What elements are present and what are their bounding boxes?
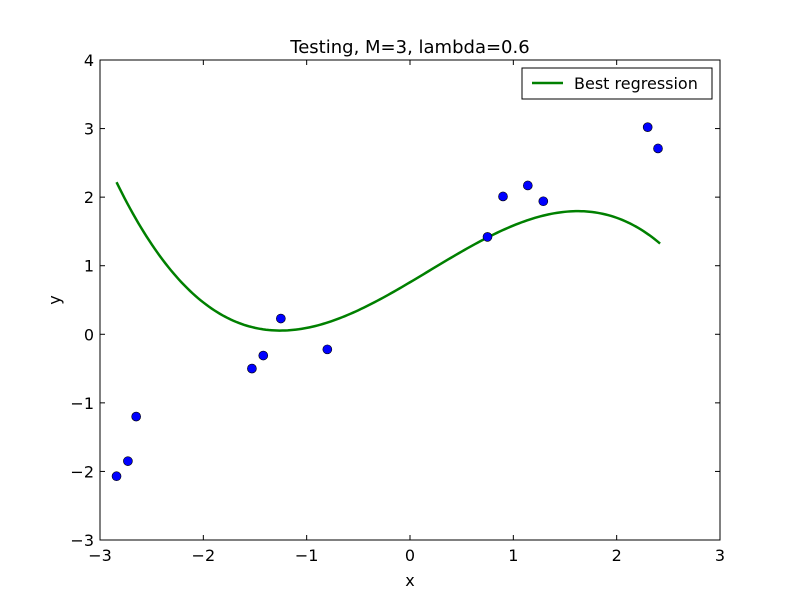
- regression-curve: [115, 181, 661, 332]
- data-point: [258, 350, 269, 361]
- y-tick-label: 4: [84, 51, 94, 70]
- plot-frame: [99, 59, 721, 541]
- chart-title: Testing, M=3, lambda=0.6: [289, 37, 529, 58]
- x-tick-label: 2: [612, 546, 622, 565]
- legend-label: Best regression: [574, 74, 698, 93]
- y-tick-label: 2: [84, 188, 94, 207]
- legend: Best regression: [521, 67, 713, 100]
- x-tick-label: −2: [192, 546, 216, 565]
- x-tick-label: −3: [88, 546, 112, 565]
- data-point: [482, 232, 493, 242]
- data-point: [276, 313, 286, 324]
- y-axis-label: y: [45, 295, 64, 304]
- data-point: [522, 180, 533, 191]
- data-point: [498, 191, 508, 202]
- data-point: [111, 471, 122, 482]
- x-tick-label: 0: [405, 546, 415, 565]
- data-point: [322, 344, 333, 355]
- y-tick-label: −1: [70, 394, 94, 413]
- x-tick-label: 3: [715, 546, 725, 565]
- data-points-layer: [111, 122, 663, 482]
- y-tick-label: 0: [84, 325, 94, 344]
- regression-layer: [115, 181, 661, 332]
- x-tick-label: −1: [295, 546, 319, 565]
- data-point: [123, 456, 133, 466]
- tick-group: [99, 59, 721, 541]
- x-axis-label: x: [405, 571, 414, 590]
- y-tick-label: 1: [84, 257, 94, 276]
- data-point: [247, 363, 257, 374]
- data-point: [538, 196, 549, 207]
- x-tick-label: 1: [508, 546, 518, 565]
- y-tick-label: 3: [84, 120, 94, 139]
- data-point: [131, 411, 141, 422]
- y-tick-label: −2: [70, 462, 94, 481]
- data-point: [642, 122, 653, 132]
- data-point: [653, 143, 663, 154]
- y-tick-label: −3: [70, 531, 94, 550]
- tick-label-group: −3 −2 −1 0 1 2 3 −3 −2 −1 0 1 2 3 4: [70, 51, 725, 565]
